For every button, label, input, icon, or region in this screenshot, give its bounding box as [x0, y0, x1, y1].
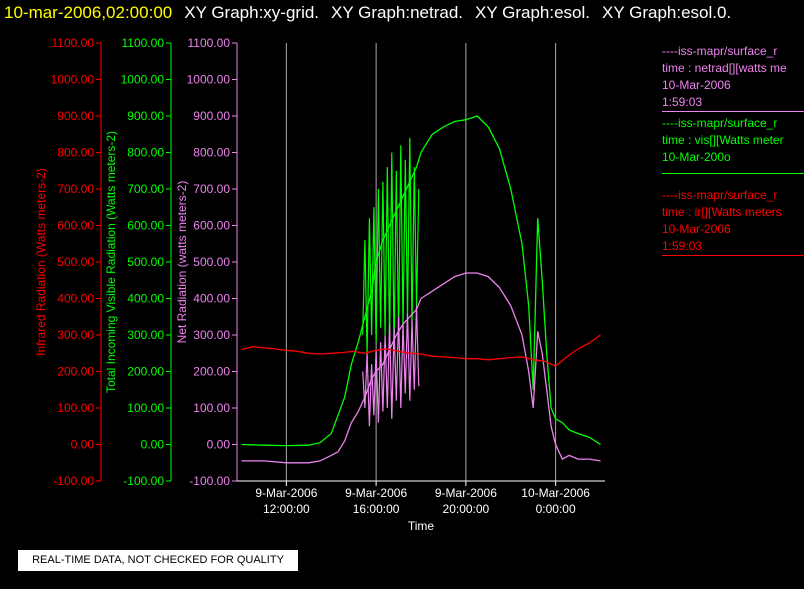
y-tick-label: 600.00 — [193, 219, 230, 233]
title-date: 10-mar-2006,02:00:00 — [4, 3, 173, 22]
y-tick-label: 0.00 — [207, 438, 231, 452]
y-tick-label: 200.00 — [127, 365, 164, 379]
y-tick-label: 0.00 — [141, 438, 165, 452]
y-tick-label: 1000.00 — [121, 73, 165, 87]
legend-ir-line-4: 1:59:03 — [662, 239, 703, 253]
legend-ir-line-3: 10-Mar-2006 — [662, 222, 731, 236]
y-tick-label: 400.00 — [127, 292, 164, 306]
chart-axes: -100.00 0.00 100.00 200.00 300.00 400.00 500.0… — [34, 36, 238, 488]
y-tick-label: 1100.00 — [52, 36, 95, 50]
y-tick-label: 1000.00 — [187, 73, 231, 87]
x-tick-label-time: 12:00:00 — [263, 502, 310, 516]
y-tick-label: 900.00 — [127, 109, 164, 123]
x-tick-label-time: 20:00:00 — [443, 502, 490, 516]
y-tick-label: 1100.00 — [122, 36, 165, 50]
y-tick-label: 500.00 — [193, 255, 230, 269]
legend-netrad-line-1: ----iss-mapr/surface_r — [662, 44, 778, 58]
title-graph-3: XY Graph:esol. — [475, 3, 591, 22]
x-tick-label-date: 9-Mar-2006 — [345, 486, 407, 500]
chart-series — [241, 115, 601, 464]
legend-separator — [662, 173, 804, 174]
legend-ir-line-1: ----iss-mapr/surface_r — [662, 188, 778, 202]
y-tick-label: 200.00 — [193, 365, 230, 379]
y-tick-label: 500.00 — [57, 255, 94, 269]
y-tick-label: 300.00 — [57, 328, 94, 342]
y-tick-label: -100.00 — [189, 474, 230, 488]
x-axis-title: Time — [408, 519, 435, 533]
legend-entry-ir: ----iss-mapr/surface_r time : ir[][Watts… — [662, 187, 804, 256]
y-tick-label: 600.00 — [127, 219, 164, 233]
y-axis-title: Net Radiation (watts meters-2) — [175, 181, 189, 344]
legend-separator — [662, 111, 804, 112]
legend-vis-line-2: time : vis[][Watts meter — [662, 133, 784, 147]
y-tick-label: 700.00 — [193, 182, 230, 196]
title-bar: 10-mar-2006,02:00:00 XY Graph:xy-grid. XY … — [0, 0, 804, 26]
y-tick-label: 100.00 — [57, 401, 94, 415]
y-tick-label: 1100.00 — [188, 36, 231, 50]
series-line-net — [241, 272, 601, 464]
y-tick-label: 800.00 — [57, 146, 94, 160]
series-line-net_spikes — [362, 305, 420, 427]
legend-vis-line-1: ----iss-mapr/surface_r — [662, 116, 778, 130]
y-tick-label: 800.00 — [127, 146, 164, 160]
y-tick-label: 700.00 — [57, 182, 94, 196]
y-tick-label: 0.00 — [71, 438, 95, 452]
series-line-vis — [241, 115, 601, 447]
legend-ir-line-2: time : ir[][Watts meters — [662, 205, 782, 219]
y-tick-label: -100.00 — [53, 474, 94, 488]
y-tick-label: 900.00 — [57, 109, 94, 123]
legend-netrad-line-4: 1:59:03 — [662, 95, 703, 109]
chart-x-axis: 9-Mar-2006 12:00:00 9-Mar-2006 16:00:00 9-Ma… — [237, 480, 605, 533]
y-tick-label: 800.00 — [193, 146, 230, 160]
y-tick-label: 1000.00 — [51, 73, 95, 87]
legend-netrad-line-2: time : netrad[][watts me — [662, 61, 787, 75]
chart-grid — [285, 43, 557, 481]
y-tick-label: 100.00 — [127, 401, 164, 415]
legend-vis-line-3: 10-Mar-200o — [662, 150, 731, 164]
y-tick-label: 500.00 — [127, 255, 164, 269]
y-axis-title: Infrared Radiation (Watts meters-2) — [34, 168, 48, 356]
legend-separator — [662, 255, 804, 256]
x-tick-label-time: 16:00:00 — [353, 502, 400, 516]
title-graph-2: XY Graph:netrad. — [331, 3, 464, 22]
y-tick-label: 700.00 — [127, 182, 164, 196]
y-tick-label: 300.00 — [193, 328, 230, 342]
series-line-vis_spikes — [362, 137, 420, 354]
y-tick-label: 400.00 — [57, 292, 94, 306]
x-tick-label-time: 0:00:00 — [536, 502, 576, 516]
quality-notice: REAL-TIME DATA, NOT CHECKED FOR QUALITY — [18, 550, 298, 571]
legend-netrad-line-3: 10-Mar-2006 — [662, 78, 731, 92]
x-tick-label-date: 9-Mar-2006 — [255, 486, 317, 500]
y-tick-label: 600.00 — [57, 219, 94, 233]
x-tick-label-date: 10-Mar-2006 — [521, 486, 590, 500]
x-tick-label-date: 9-Mar-2006 — [435, 486, 497, 500]
legend-entry-netrad: ----iss-mapr/surface_r time : netrad[][w… — [662, 43, 804, 112]
y-tick-label: 300.00 — [127, 328, 164, 342]
y-tick-label: 900.00 — [193, 109, 230, 123]
legend-entry-vis: ----iss-mapr/surface_r time : vis[][Watt… — [662, 115, 804, 174]
y-tick-label: 200.00 — [57, 365, 94, 379]
series-line-ir — [241, 334, 601, 367]
y-tick-label: 100.00 — [193, 401, 230, 415]
y-axis-title: Total Incoming Visible Radiation (Watts … — [104, 131, 118, 393]
title-graph-4: XY Graph:esol.0. — [602, 3, 732, 22]
y-tick-label: -100.00 — [123, 474, 164, 488]
title-graph-1: XY Graph:xy-grid. — [184, 3, 320, 22]
y-tick-label: 400.00 — [193, 292, 230, 306]
